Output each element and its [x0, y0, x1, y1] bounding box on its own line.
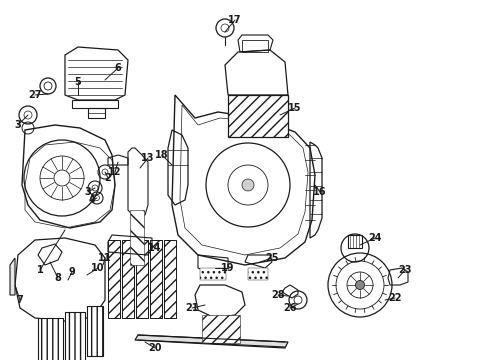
Bar [38, 318, 63, 360]
Text: 10: 10 [91, 263, 105, 273]
Text: 16: 16 [313, 187, 327, 197]
Bar [65, 312, 85, 360]
Bar [87, 306, 103, 356]
Text: 20: 20 [148, 343, 162, 353]
Text: 1: 1 [37, 265, 44, 275]
Text: 27: 27 [28, 90, 42, 100]
Text: 2: 2 [105, 173, 111, 183]
Text: 24: 24 [368, 233, 382, 243]
Text: 19: 19 [221, 263, 235, 273]
Text: 22: 22 [388, 293, 402, 303]
Circle shape [242, 179, 254, 191]
Text: 8: 8 [54, 273, 61, 283]
Text: 12: 12 [108, 167, 122, 177]
Text: 13: 13 [141, 153, 155, 163]
Text: 21: 21 [185, 303, 199, 313]
Bar [202, 315, 240, 343]
Bar [122, 240, 134, 318]
Text: 28: 28 [271, 290, 285, 300]
Text: 4: 4 [89, 195, 96, 205]
Text: 3: 3 [85, 187, 91, 197]
Polygon shape [135, 335, 288, 348]
Bar [87, 306, 103, 356]
Bar [108, 240, 120, 318]
Text: 23: 23 [398, 265, 412, 275]
Bar [228, 95, 288, 137]
Text: 25: 25 [265, 253, 279, 263]
Text: 3: 3 [15, 120, 22, 130]
Text: 9: 9 [69, 267, 75, 277]
Bar [65, 312, 85, 360]
Text: 17: 17 [228, 15, 242, 25]
Bar [200, 268, 226, 280]
Bar [164, 240, 176, 318]
Text: 6: 6 [115, 63, 122, 73]
Bar [122, 240, 134, 318]
Bar [164, 240, 176, 318]
Bar [242, 40, 268, 52]
Bar [228, 95, 288, 137]
Bar [108, 240, 120, 318]
Text: 11: 11 [98, 253, 112, 263]
Bar [38, 318, 63, 360]
Text: 5: 5 [74, 77, 81, 87]
Text: 18: 18 [155, 150, 169, 160]
Text: 15: 15 [288, 103, 302, 113]
Text: 26: 26 [283, 303, 297, 313]
Bar [150, 240, 162, 318]
Bar [248, 268, 268, 280]
Bar [150, 240, 162, 318]
Bar [136, 240, 148, 318]
Text: 14: 14 [148, 243, 162, 253]
Bar [130, 210, 144, 265]
Circle shape [356, 280, 365, 289]
Text: 7: 7 [17, 295, 24, 305]
Polygon shape [10, 258, 15, 295]
Bar [136, 240, 148, 318]
